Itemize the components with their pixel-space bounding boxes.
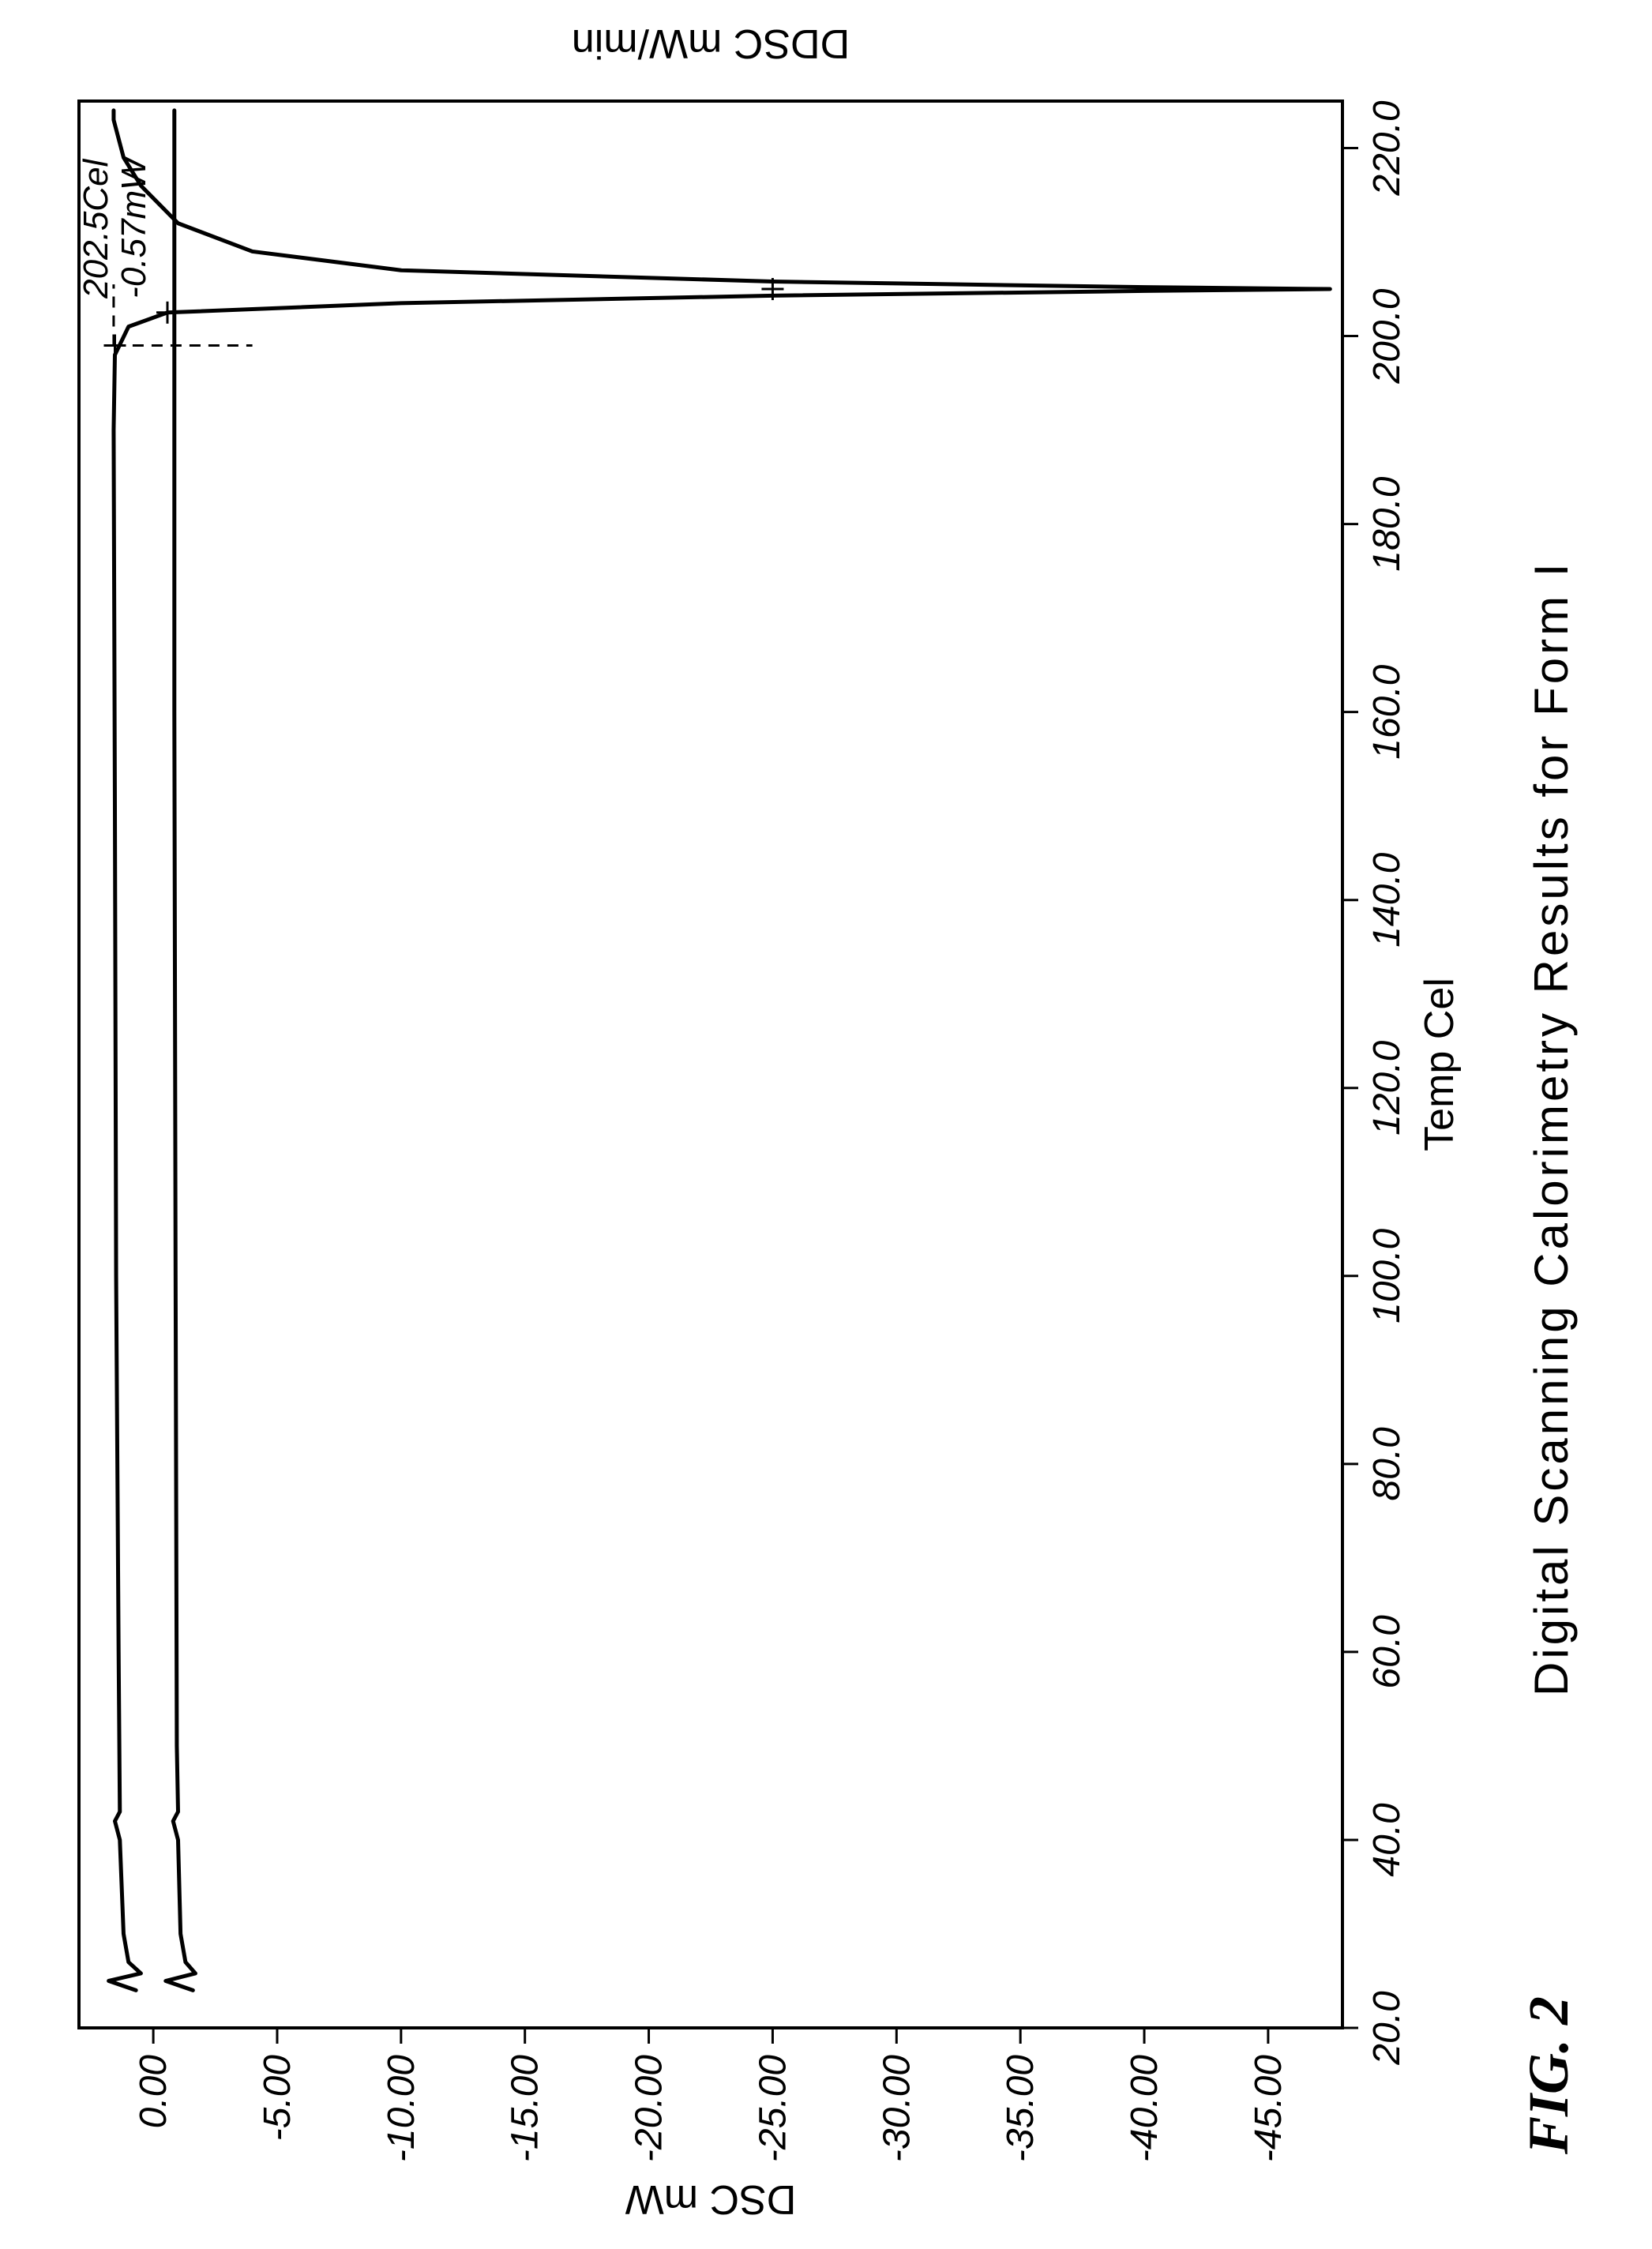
dsc-chart: 20.0 40.0 60.0 80.0 100.0 120.0 140.0 160.0 180.… bbox=[0, 0, 1461, 2249]
peak-temp-annotation: 202.5Cel bbox=[77, 158, 115, 298]
plot-border bbox=[79, 101, 1342, 2028]
y-tick-label: -10.00 bbox=[381, 2055, 422, 2162]
page-root: 20.0 40.0 60.0 80.0 100.0 120.0 140.0 160.0 180.… bbox=[0, 0, 1652, 2249]
x-tick-label: 180.0 bbox=[1366, 476, 1408, 571]
peak-value-annotation: -0.57mW bbox=[115, 155, 153, 298]
y-tick-label: -40.00 bbox=[1124, 2055, 1166, 2162]
y-right-axis-label: DDSC mW/min bbox=[572, 21, 850, 66]
x-tick-label: 80.0 bbox=[1366, 1427, 1408, 1501]
landscape-rotation-wrapper: 20.0 40.0 60.0 80.0 100.0 120.0 140.0 160.0 180.… bbox=[0, 0, 1652, 2249]
x-axis-label: Temp Cel bbox=[1417, 978, 1461, 1151]
x-tick-label: 200.0 bbox=[1366, 288, 1408, 384]
y-tick-label: -5.00 bbox=[257, 2055, 298, 2142]
x-tick-label: 40.0 bbox=[1366, 1803, 1408, 1877]
figure-caption: Digital Scanning Calorimetry Results for… bbox=[1524, 561, 1579, 1696]
x-tick-label: 160.0 bbox=[1366, 664, 1408, 759]
y-tick-label: -35.00 bbox=[1000, 2055, 1042, 2162]
x-tick-label: 60.0 bbox=[1366, 1615, 1408, 1689]
x-tick-label: 120.0 bbox=[1366, 1040, 1408, 1135]
y-tick-label: -20.00 bbox=[629, 2055, 670, 2162]
figure-number-label: FIG. 2 bbox=[1516, 1996, 1582, 2154]
x-tick-label: 220.0 bbox=[1366, 100, 1408, 196]
y-left-axis-label: DSC mW bbox=[625, 2176, 797, 2222]
x-tick-label: 140.0 bbox=[1366, 852, 1408, 947]
y-tick-label: -15.00 bbox=[505, 2055, 546, 2162]
y-tick-label: -30.00 bbox=[876, 2055, 918, 2162]
x-tick-label: 20.0 bbox=[1366, 1991, 1408, 2066]
y-tick-label: 0.00 bbox=[133, 2055, 175, 2129]
y-tick-label: -25.00 bbox=[752, 2055, 794, 2162]
x-tick-label: 100.0 bbox=[1366, 1228, 1408, 1323]
y-tick-label: -45.00 bbox=[1248, 2055, 1290, 2162]
